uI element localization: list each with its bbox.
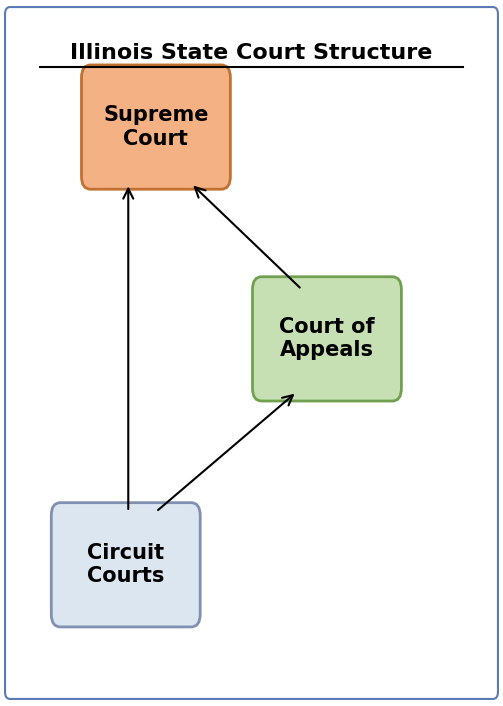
Text: Court of
Appeals: Court of Appeals xyxy=(279,317,375,361)
Text: Illinois State Court Structure: Illinois State Court Structure xyxy=(70,43,433,63)
FancyBboxPatch shape xyxy=(253,277,401,401)
FancyBboxPatch shape xyxy=(51,503,200,627)
Text: Supreme
Court: Supreme Court xyxy=(103,105,209,149)
Text: Circuit
Courts: Circuit Courts xyxy=(87,543,164,587)
FancyBboxPatch shape xyxy=(81,65,230,189)
